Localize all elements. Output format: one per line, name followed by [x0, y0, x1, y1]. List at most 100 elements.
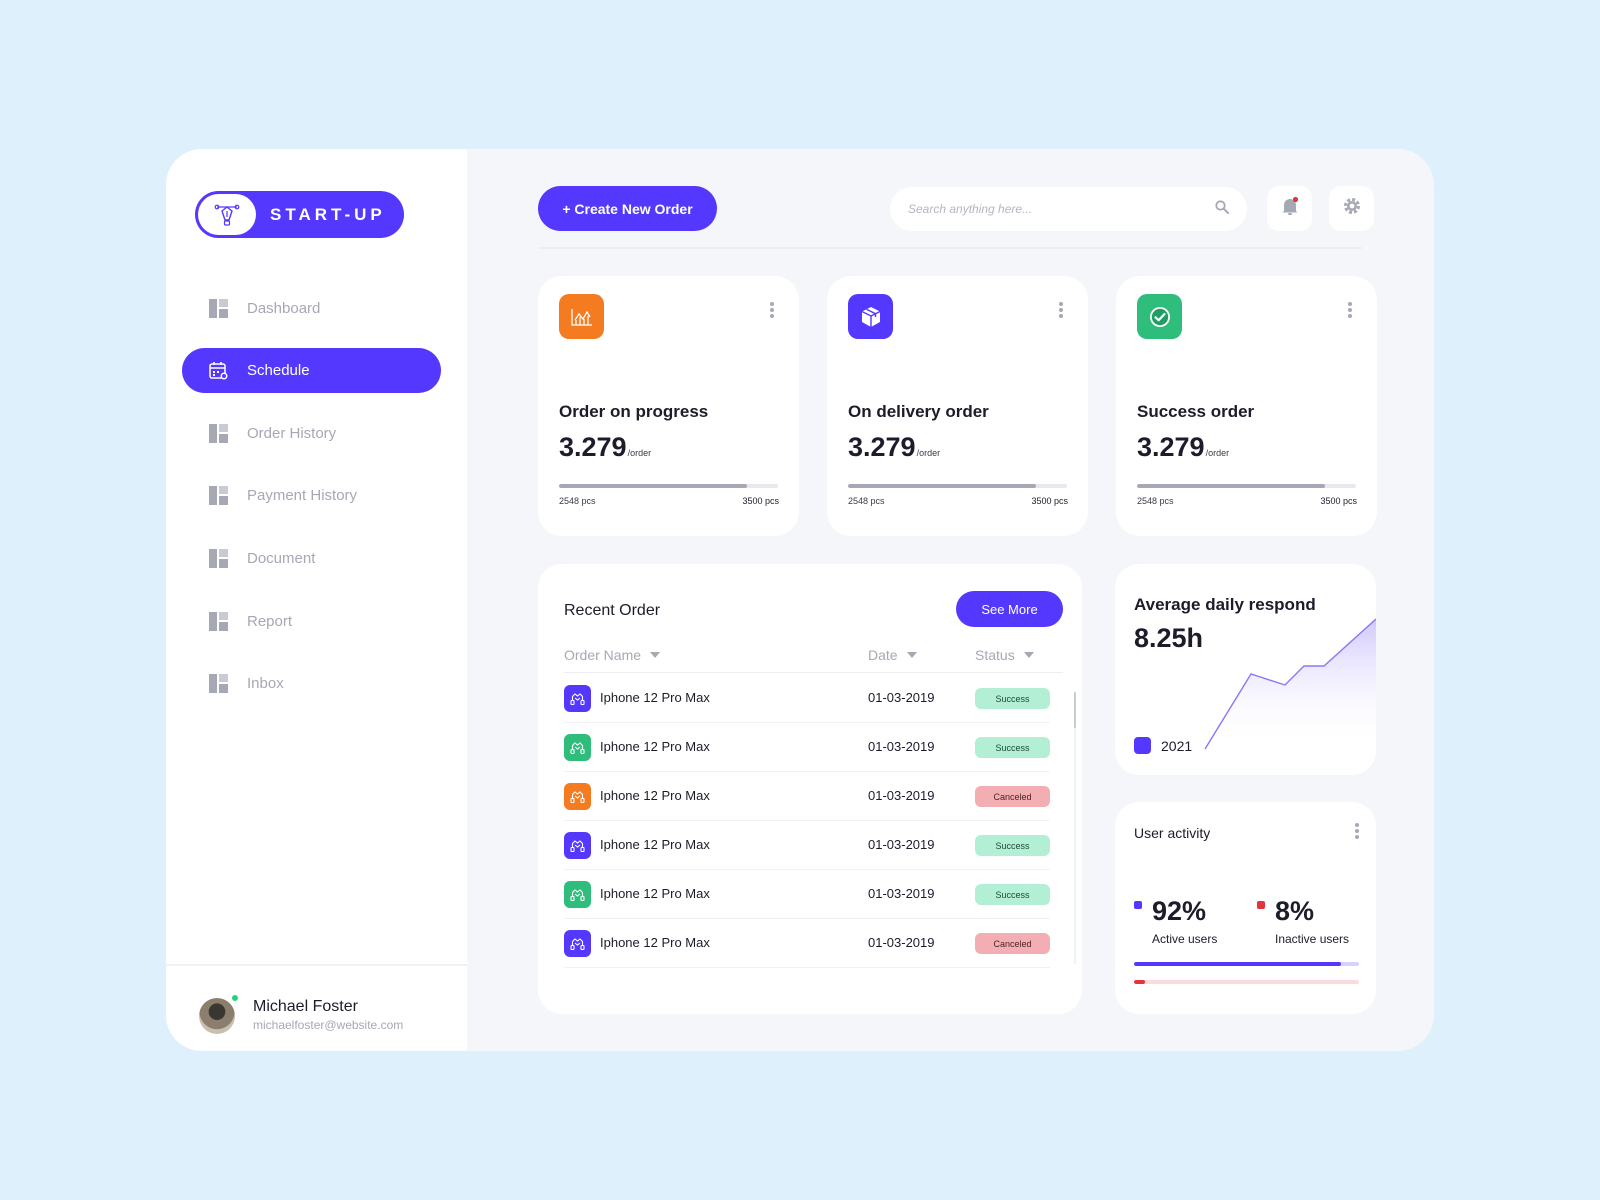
- sidebar-item-label: Payment History: [247, 487, 358, 504]
- divider: [564, 820, 1050, 821]
- order-name: Iphone 12 Pro Max: [600, 837, 710, 852]
- table-row[interactable]: Iphone 12 Pro Max 01-03-2019 Canceled: [564, 772, 1063, 821]
- table-row[interactable]: Iphone 12 Pro Max 01-03-2019 Success: [564, 821, 1063, 870]
- check-icon: [1137, 294, 1182, 339]
- sidebar-item-label: Inbox: [247, 675, 284, 692]
- divider: [564, 672, 1063, 673]
- divider: [564, 722, 1050, 723]
- order-date: 01-03-2019: [868, 837, 935, 852]
- stat-title: Success order: [1137, 402, 1255, 421]
- more-options-icon[interactable]: [1053, 300, 1069, 320]
- status-badge: Canceled: [975, 786, 1050, 807]
- sidebar: START-UP Dashboard Schedule Order Histor…: [166, 149, 467, 1051]
- order-name: Iphone 12 Pro Max: [600, 690, 710, 705]
- scrollbar-thumb[interactable]: [1074, 692, 1076, 728]
- order-item-icon: [564, 881, 591, 908]
- stat-progress-bar: [848, 484, 1067, 488]
- divider: [564, 869, 1050, 870]
- column-header-order-name[interactable]: Order Name: [564, 647, 661, 663]
- respond-value: 8.25h: [1134, 623, 1204, 653]
- caret-down-icon: [650, 652, 661, 658]
- column-header-status[interactable]: Status: [975, 647, 1034, 663]
- order-item-icon: [564, 734, 591, 761]
- sidebar-item-report[interactable]: Report: [182, 599, 441, 644]
- order-name: Iphone 12 Pro Max: [600, 739, 710, 754]
- trend-line: [1204, 618, 1376, 750]
- create-new-order-button[interactable]: + Create New Order: [538, 186, 717, 231]
- recent-order-card: Recent Order See More Order Name Date St…: [538, 564, 1082, 1014]
- recent-order-title: Recent Order: [564, 602, 661, 619]
- status-badge: Success: [975, 737, 1050, 758]
- order-item-icon: [564, 832, 591, 859]
- settings-button[interactable]: [1329, 186, 1374, 231]
- search-input[interactable]: [908, 202, 1215, 216]
- trend-area: [1205, 619, 1376, 749]
- caret-down-icon: [1023, 652, 1034, 658]
- stat-title: On delivery order: [848, 402, 989, 421]
- sidebar-item-label: Dashboard: [247, 300, 321, 317]
- more-options-icon[interactable]: [1342, 300, 1358, 320]
- status-badge: Success: [975, 688, 1050, 709]
- dashboard-icon: [208, 299, 228, 319]
- divider: [166, 964, 467, 966]
- order-date: 01-03-2019: [868, 788, 935, 803]
- status-badge: Canceled: [975, 933, 1050, 954]
- sidebar-item-dashboard[interactable]: Dashboard: [182, 286, 441, 331]
- stat-title: Order on progress: [559, 402, 709, 421]
- order-item-icon: [564, 685, 591, 712]
- search-bar: [890, 187, 1247, 231]
- active-users-label: Active users: [1152, 932, 1218, 946]
- stat-value: 3.279/order: [848, 432, 941, 462]
- stat-value: 3.279/order: [1137, 432, 1230, 462]
- stat-progress-bar: [1137, 484, 1356, 488]
- active-users-bar: [1134, 962, 1359, 966]
- dashboard-icon: [208, 424, 228, 444]
- inactive-users-label: Inactive users: [1275, 932, 1350, 946]
- table-row[interactable]: Iphone 12 Pro Max 01-03-2019 Success: [564, 870, 1063, 919]
- brand-name: START-UP: [270, 205, 386, 224]
- sidebar-item-order-history[interactable]: Order History: [182, 411, 441, 456]
- user-email: michaelfoster@website.com: [253, 1018, 404, 1032]
- header-divider: [538, 247, 1362, 249]
- inactive-users-bar: [1134, 980, 1359, 984]
- column-header-date[interactable]: Date: [868, 647, 917, 663]
- stat-min-label: 2548 pcs: [848, 496, 885, 506]
- order-name: Iphone 12 Pro Max: [600, 935, 710, 950]
- app-window: START-UP Dashboard Schedule Order Histor…: [166, 149, 1434, 1051]
- order-item-icon: [564, 930, 591, 957]
- more-options-icon[interactable]: [764, 300, 780, 320]
- search-icon[interactable]: [1215, 199, 1229, 219]
- calendar-icon: [208, 361, 228, 381]
- sidebar-item-inbox[interactable]: Inbox: [182, 661, 441, 706]
- status-badge: Success: [975, 835, 1050, 856]
- stat-value: 3.279/order: [559, 432, 652, 462]
- user-activity-card: User activity 92% Active users 8% Inacti…: [1115, 802, 1376, 1014]
- see-more-button[interactable]: See More: [956, 591, 1063, 627]
- order-date: 01-03-2019: [868, 886, 935, 901]
- table-row[interactable]: Iphone 12 Pro Max 01-03-2019 Canceled: [564, 919, 1063, 968]
- order-name: Iphone 12 Pro Max: [600, 886, 710, 901]
- lightbulb-pen-icon: [198, 194, 256, 235]
- order-date: 01-03-2019: [868, 690, 935, 705]
- divider: [564, 771, 1050, 772]
- dashboard-icon: [208, 486, 228, 506]
- sidebar-item-label: Order History: [247, 425, 337, 442]
- legend-label: 2021: [1161, 738, 1193, 754]
- table-row[interactable]: Iphone 12 Pro Max 01-03-2019 Success: [564, 723, 1063, 772]
- brand-logo[interactable]: START-UP: [195, 191, 404, 238]
- gear-icon: [1342, 196, 1362, 221]
- sidebar-item-label: Document: [247, 550, 316, 567]
- table-row[interactable]: Iphone 12 Pro Max 01-03-2019 Success: [564, 674, 1063, 723]
- status-badge: Success: [975, 884, 1050, 905]
- sidebar-item-label: Schedule: [247, 362, 310, 379]
- avatar[interactable]: [199, 998, 235, 1034]
- notification-button[interactable]: [1267, 186, 1312, 231]
- scrollbar[interactable]: [1074, 692, 1076, 964]
- sidebar-item-payment-history[interactable]: Payment History: [182, 473, 441, 518]
- active-users-bar-fill: [1134, 962, 1341, 966]
- divider: [564, 967, 1050, 968]
- more-options-icon[interactable]: [1349, 821, 1365, 841]
- sidebar-item-document[interactable]: Document: [182, 536, 441, 581]
- sidebar-item-schedule[interactable]: Schedule: [182, 348, 441, 393]
- inactive-users-value: 8%: [1275, 896, 1315, 926]
